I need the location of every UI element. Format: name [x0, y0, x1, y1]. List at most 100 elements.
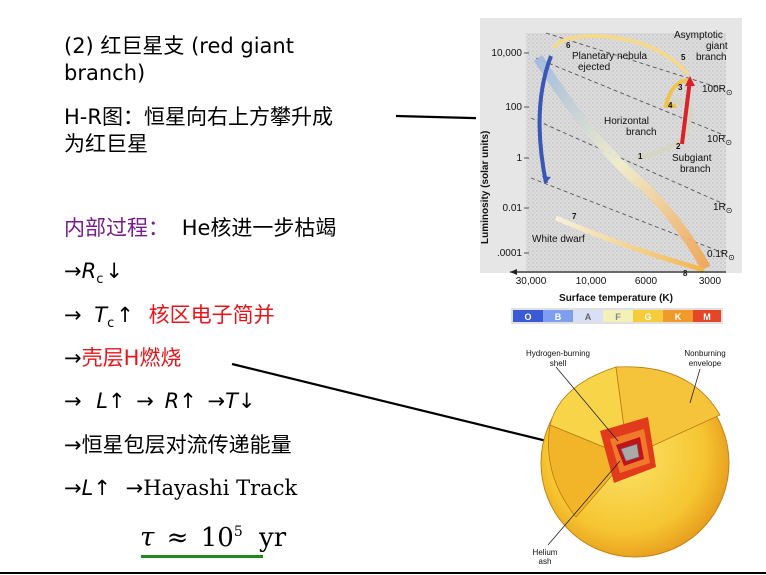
ytick-0-0001: .0001	[497, 248, 522, 259]
radius-10: 10R	[707, 134, 725, 145]
step-convection: →恒星包层对流传递能量	[64, 432, 292, 458]
radius-lines	[530, 32, 727, 255]
horizontal-branch-track	[663, 78, 689, 108]
stage-numbers: 1 2 3 4 5 6 7 8	[566, 41, 688, 278]
bottom-rule	[0, 572, 766, 574]
convection-text: 恒星包层对流传递能量	[81, 433, 292, 457]
giant-arrowhead	[685, 76, 695, 86]
label-envelope: envelope	[689, 359, 722, 368]
timescale-formula: τ ≈ 105 yr	[140, 517, 286, 553]
xtick-3000: 3000	[699, 276, 722, 287]
structure-labels: Hydrogen-burning shell Nonburning envelo…	[526, 349, 726, 566]
radius-0-1: 0.1R	[707, 249, 728, 260]
step-hayashi: →L↑ →Hayashi Track	[64, 475, 297, 501]
spectral-o: O	[524, 312, 531, 322]
up-arrow-icon: ↑	[93, 476, 111, 500]
leader-lines	[547, 366, 701, 546]
region-labels: Asymptotic giant branch Planetary nebula…	[532, 30, 728, 245]
label-asymptotic-2: giant	[706, 41, 728, 52]
white-dwarf-cooling-track	[537, 55, 553, 184]
step-lrt: → L↑ → R↑ →T↓	[64, 388, 256, 414]
subgiant-track	[635, 98, 694, 161]
spectral-swatch-f	[603, 310, 633, 322]
shell-burning-text: 壳层H燃烧	[81, 346, 182, 370]
spectral-a: A	[585, 312, 592, 322]
ytick-1: 1	[516, 153, 522, 164]
spectral-k: K	[675, 312, 682, 322]
internal-text: He核进一步枯竭	[181, 216, 337, 240]
power-exponent: 5	[233, 524, 243, 540]
internal-label: 内部过程：	[64, 216, 169, 240]
arrow-icon: →	[64, 303, 82, 327]
label-shell: shell	[550, 359, 567, 368]
helium-core	[620, 443, 640, 462]
cutaway-left	[548, 424, 629, 518]
spectral-g: G	[644, 312, 651, 322]
x-axis-arrowhead	[510, 269, 517, 275]
radius-labels: 100R⊙ 10R⊙ 1R⊙ 0.1R⊙	[702, 84, 735, 262]
up-arrow-icon: ↑	[179, 389, 197, 413]
arrow-icon: →	[136, 389, 154, 413]
r-symbol: R	[164, 389, 180, 413]
ytick-10000: 10,000	[491, 48, 522, 59]
label-white-dwarf: White dwarf	[532, 234, 585, 245]
label-subgiant-1: Subgiant	[672, 153, 712, 164]
y-tick-marks	[524, 52, 529, 254]
unit-years: yr	[259, 522, 287, 553]
heading-line-2: branch)	[64, 61, 146, 85]
arrow-icon: →	[64, 259, 82, 283]
tc-symbol: T	[94, 303, 108, 327]
red-giant-track	[680, 79, 692, 145]
label-asymptotic-3: branch	[696, 52, 727, 63]
y-tick-labels: 10,000 100 1 0.01 .0001	[491, 48, 522, 259]
label-nonburning: Nonburning	[684, 349, 725, 358]
arrow-icon: →	[64, 433, 82, 457]
label-hydrogen-burning: Hydrogen-burning	[526, 349, 590, 358]
svg-text:1R⊙: 1R⊙	[713, 202, 733, 215]
internal-process: 内部过程： He核进一步枯竭	[64, 215, 336, 241]
step-shell: →壳层H燃烧	[64, 345, 181, 371]
label-asymptotic-1: Asymptotic	[674, 30, 723, 41]
l-symbol: L	[81, 476, 94, 500]
stage-7: 7	[572, 212, 577, 221]
l-symbol: L	[96, 389, 108, 413]
label-subgiant-2: branch	[680, 164, 711, 175]
stage-8: 8	[683, 269, 688, 278]
spectral-b: B	[555, 312, 562, 322]
plot-area	[526, 33, 726, 271]
down-arrow-icon: ↓	[237, 389, 256, 413]
up-arrow-icon: ↑	[116, 303, 134, 327]
spectral-swatch-g	[633, 310, 663, 322]
rc-symbol: R	[81, 259, 97, 283]
arrow-icon: →	[207, 389, 226, 413]
arrow-icon: →	[125, 476, 144, 500]
spectral-swatch-k	[663, 310, 693, 322]
t-symbol: T	[225, 389, 238, 413]
spectral-f: F	[615, 312, 621, 322]
label-planetary-2: ejected	[578, 62, 610, 73]
spectral-class-strip: O B A F G K M	[511, 308, 723, 324]
stage-1: 1	[638, 152, 643, 161]
step-rc: →Rc↓	[64, 258, 123, 293]
sun-icon: ⊙	[726, 88, 733, 97]
cooling-arrowhead	[542, 176, 551, 183]
stage-6: 6	[566, 41, 571, 50]
ytick-100: 100	[505, 102, 522, 113]
spectral-swatch-o	[513, 310, 543, 322]
white-dwarf-band	[555, 215, 705, 273]
formula-underline	[141, 555, 263, 558]
arrow-icon: →	[64, 389, 82, 413]
asymptotic-track	[552, 33, 690, 76]
xtick-6000: 6000	[635, 276, 658, 287]
main-sequence-band	[533, 55, 711, 271]
stage-4: 4	[668, 101, 673, 110]
spectral-m: M	[703, 312, 711, 322]
hr-note-line-2: 为红巨星	[64, 132, 148, 156]
rc-subscript: c	[96, 272, 104, 287]
tc-subscript: c	[107, 316, 115, 331]
svg-text:0.1R⊙: 0.1R⊙	[707, 249, 735, 262]
down-arrow-icon: ↓	[105, 259, 123, 283]
up-arrow-icon: ↑	[108, 389, 126, 413]
spectral-swatch-a	[573, 310, 603, 322]
y-axis-label: Luminosity (solar units)	[480, 131, 491, 244]
